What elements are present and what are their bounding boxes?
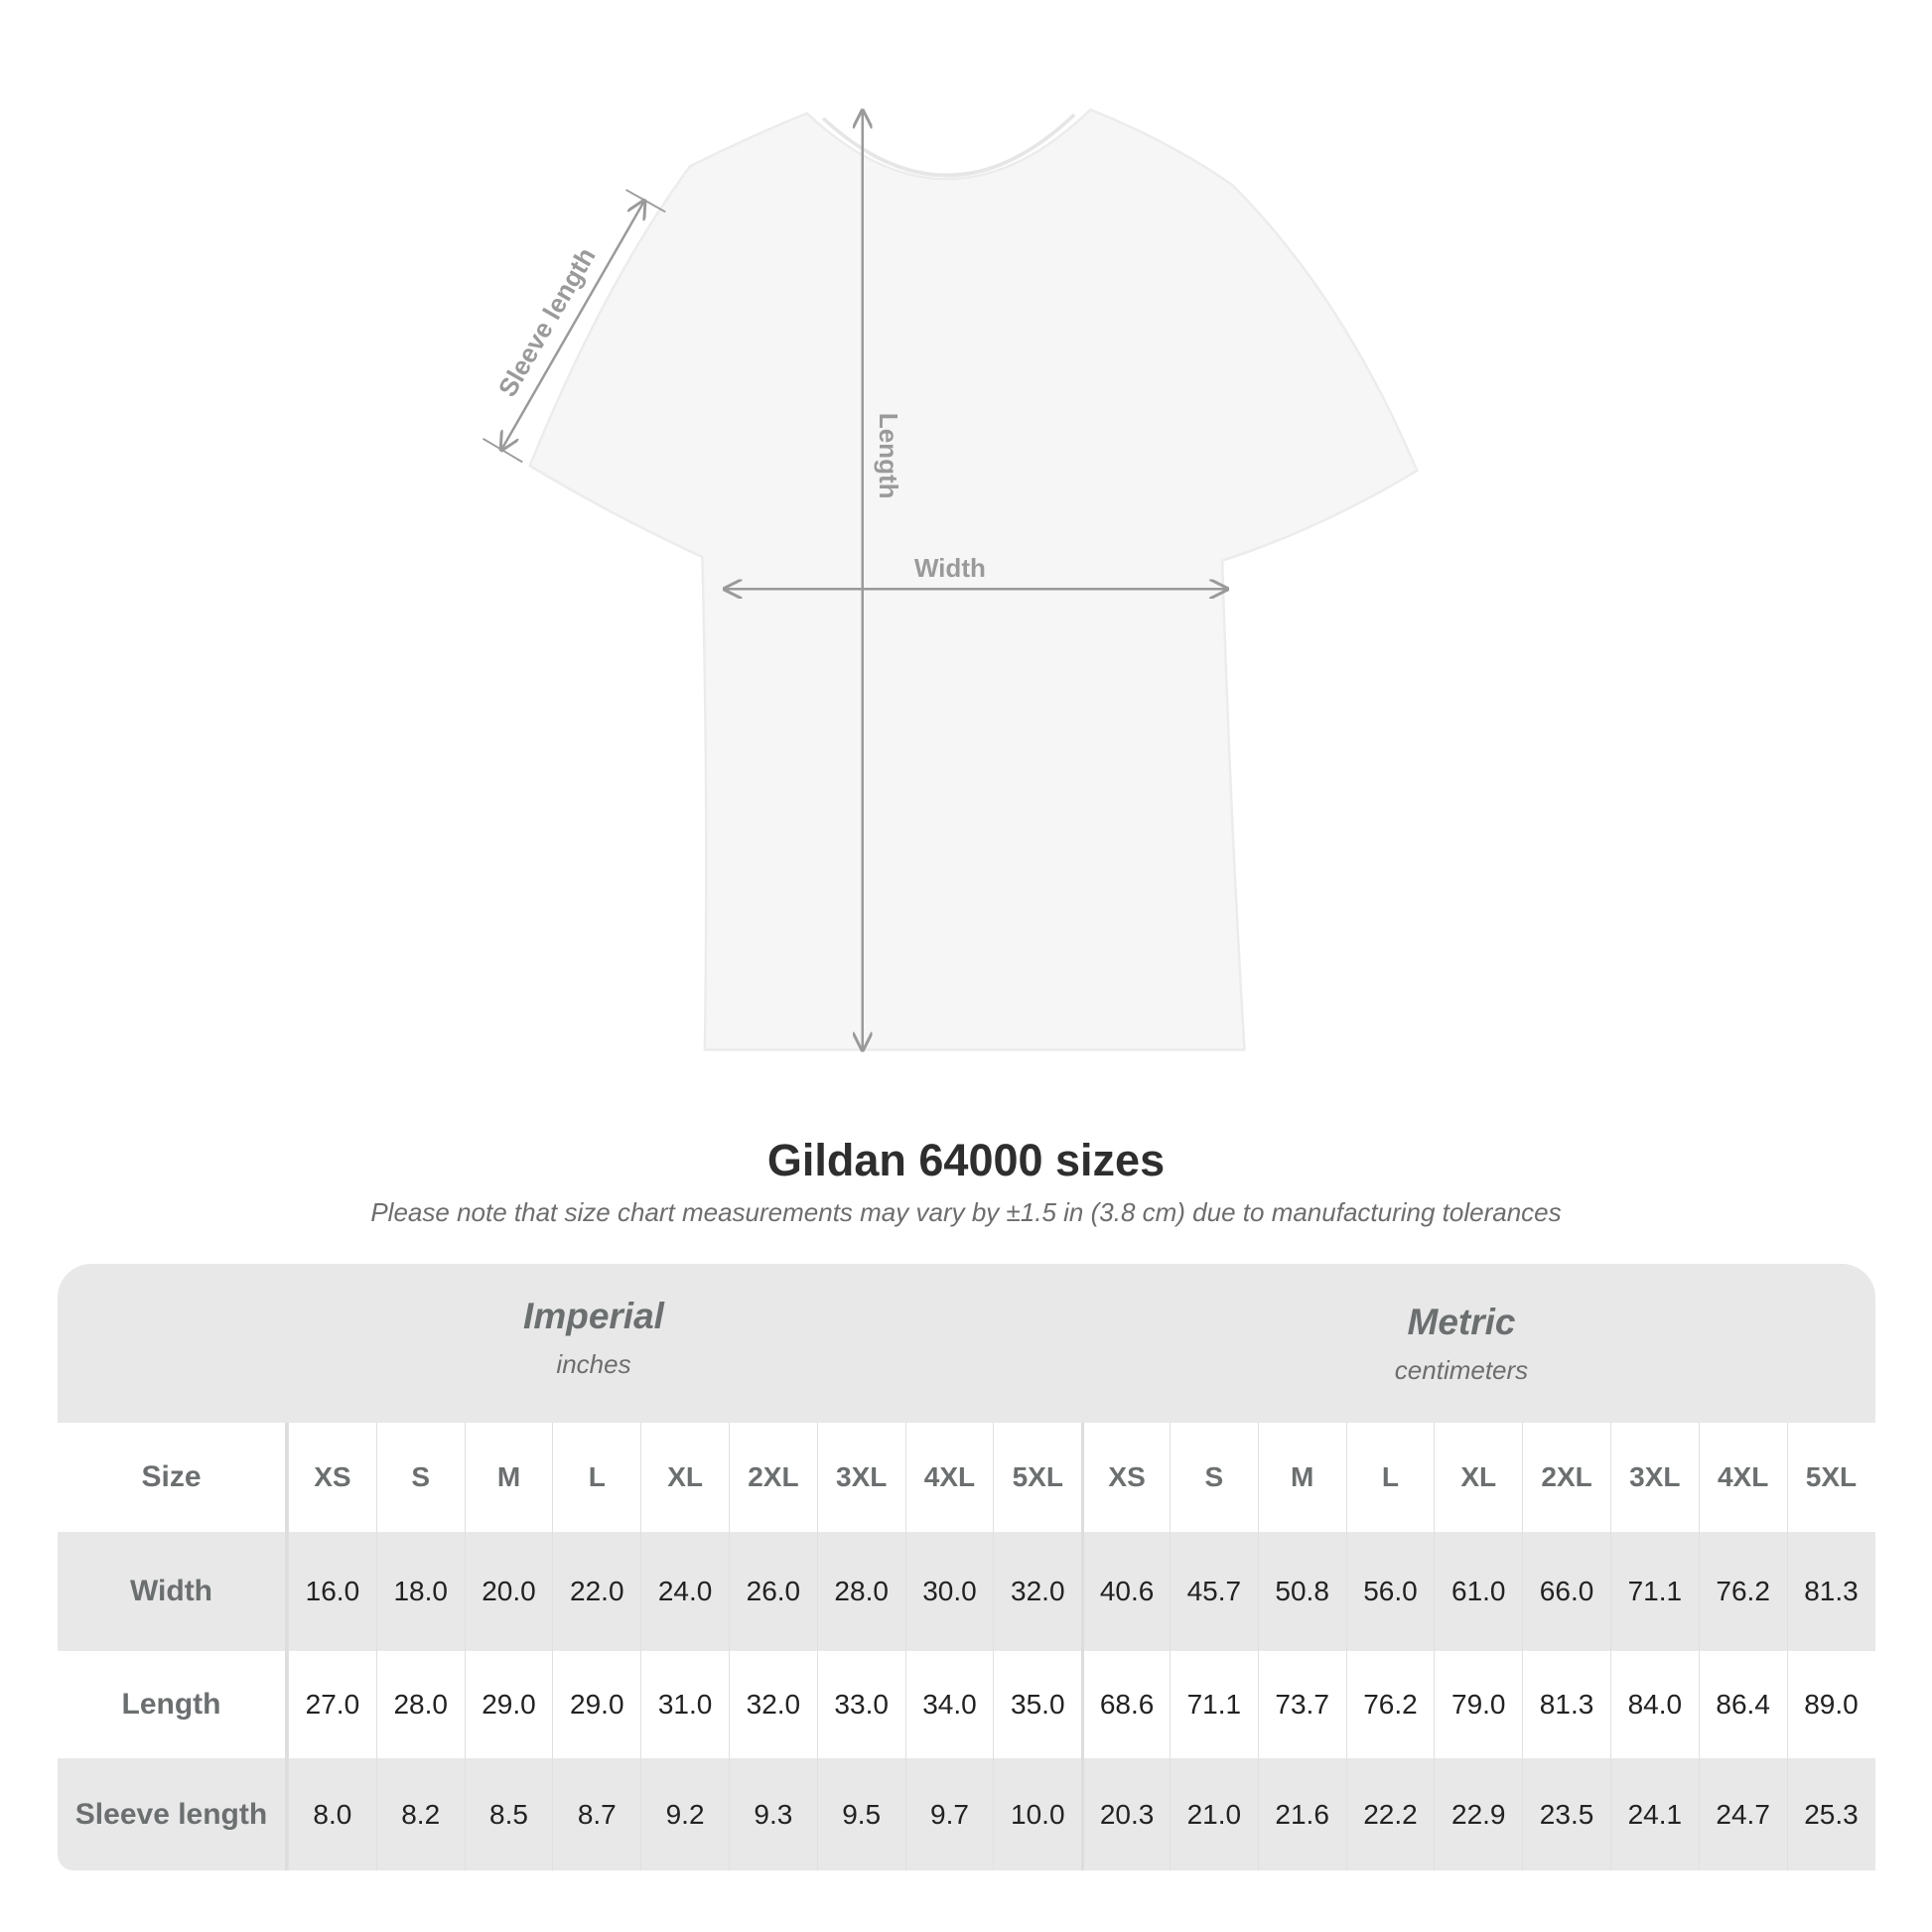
table-row: Sleeve length 8.0 8.2 8.5 8.7 9.2 9.3 9.5 9.7 10.… xyxy=(58,1758,1875,1870)
metric-value-cell: 81.3 xyxy=(1786,1532,1875,1651)
metric-value-cell: 24.1 xyxy=(1609,1758,1699,1870)
sleeve-arrow xyxy=(501,201,644,450)
imperial-size-header: M xyxy=(464,1423,553,1532)
metric-value-cell: 84.0 xyxy=(1609,1651,1699,1758)
tolerance-note: Please note that size chart measurements… xyxy=(370,1197,1562,1227)
imperial-value-cell: 28.0 xyxy=(816,1532,905,1651)
imperial-size-header: L xyxy=(552,1423,640,1532)
imperial-value-cell: 10.0 xyxy=(993,1758,1081,1870)
metric-value-cell: 81.3 xyxy=(1522,1651,1610,1758)
metric-value-cell: 22.2 xyxy=(1345,1758,1435,1870)
row-label: Width xyxy=(58,1532,288,1651)
metric-value-cell: 22.9 xyxy=(1434,1758,1522,1870)
metric-value-cell: 20.3 xyxy=(1081,1758,1170,1870)
imperial-value-cell: 33.0 xyxy=(816,1651,905,1758)
row-label: Sleeve length xyxy=(58,1758,288,1870)
table-row: Length 27.0 28.0 29.0 29.0 31.0 32.0 33.0 34.0 35… xyxy=(58,1651,1875,1758)
imperial-value-cell: 34.0 xyxy=(904,1651,994,1758)
imperial-value-cell: 16.0 xyxy=(288,1532,376,1651)
metric-unit: centimeters xyxy=(1394,1355,1529,1385)
imperial-value-cell: 31.0 xyxy=(640,1651,729,1758)
metric-size-header: S xyxy=(1169,1423,1258,1532)
row-label: Length xyxy=(58,1651,288,1758)
metric-value-cell: 68.6 xyxy=(1081,1651,1170,1758)
imperial-value-cell: 9.2 xyxy=(640,1758,729,1870)
metric-value-cell: 61.0 xyxy=(1434,1532,1522,1651)
imperial-size-header: 2XL xyxy=(728,1423,817,1532)
metric-value-cell: 50.8 xyxy=(1257,1532,1346,1651)
width-label: Width xyxy=(914,553,986,583)
imperial-value-cell: 29.0 xyxy=(552,1651,640,1758)
metric-size-header: 3XL xyxy=(1609,1423,1699,1532)
metric-size-header: M xyxy=(1257,1423,1346,1532)
imperial-value-cell: 20.0 xyxy=(464,1532,553,1651)
table-row: Width 16.0 18.0 20.0 22.0 24.0 26.0 28.0 30.0 32.… xyxy=(58,1532,1875,1651)
metric-value-cell: 71.1 xyxy=(1609,1532,1699,1651)
imperial-size-header: 4XL xyxy=(904,1423,994,1532)
imperial-value-cell: 35.0 xyxy=(993,1651,1081,1758)
imperial-value-cell: 8.5 xyxy=(464,1758,553,1870)
metric-value-cell: 71.1 xyxy=(1169,1651,1258,1758)
metric-value-cell: 24.7 xyxy=(1698,1758,1787,1870)
imperial-size-header: XL xyxy=(640,1423,729,1532)
metric-value-cell: 21.0 xyxy=(1169,1758,1258,1870)
imperial-value-cell: 18.0 xyxy=(375,1532,465,1651)
imperial-value-cell: 24.0 xyxy=(640,1532,729,1651)
imperial-size-header: XS xyxy=(288,1423,376,1532)
metric-value-cell: 79.0 xyxy=(1434,1651,1522,1758)
imperial-value-cell: 8.7 xyxy=(552,1758,640,1870)
metric-value-cell: 45.7 xyxy=(1169,1532,1258,1651)
imperial-value-cell: 9.3 xyxy=(728,1758,817,1870)
imperial-size-header: S xyxy=(375,1423,465,1532)
imperial-value-cell: 8.2 xyxy=(375,1758,465,1870)
metric-value-cell: 23.5 xyxy=(1522,1758,1610,1870)
size-header-row: Size XS S M L XL 2XL 3XL 4XL 5XL XS S M L XL 2XL 3XL 4XL 5… xyxy=(58,1423,1875,1532)
imperial-value-cell: 26.0 xyxy=(728,1532,817,1651)
size-label: Size xyxy=(58,1423,288,1532)
metric-value-cell: 89.0 xyxy=(1786,1651,1875,1758)
metric-group-header: Metric centimeters xyxy=(1064,1302,1859,1386)
imperial-unit: inches xyxy=(556,1349,631,1379)
metric-value-cell: 21.6 xyxy=(1257,1758,1346,1870)
imperial-value-cell: 32.0 xyxy=(993,1532,1081,1651)
imperial-size-header: 5XL xyxy=(993,1423,1081,1532)
imperial-value-cell: 9.5 xyxy=(816,1758,905,1870)
metric-value-cell: 66.0 xyxy=(1522,1532,1610,1651)
unit-header-band xyxy=(58,1264,1875,1423)
imperial-value-cell: 30.0 xyxy=(904,1532,994,1651)
metric-value-cell: 73.7 xyxy=(1257,1651,1346,1758)
metric-size-header: 2XL xyxy=(1522,1423,1610,1532)
metric-size-header: XS xyxy=(1081,1423,1170,1532)
imperial-value-cell: 32.0 xyxy=(728,1651,817,1758)
imperial-value-cell: 9.7 xyxy=(904,1758,994,1870)
metric-value-cell: 40.6 xyxy=(1081,1532,1170,1651)
imperial-value-cell: 27.0 xyxy=(288,1651,376,1758)
metric-size-header: 5XL xyxy=(1786,1423,1875,1532)
metric-size-header: 4XL xyxy=(1698,1423,1787,1532)
imperial-title: Imperial xyxy=(523,1296,664,1336)
metric-value-cell: 86.4 xyxy=(1698,1651,1787,1758)
size-table: Imperial inches Metric centimeters Size X… xyxy=(58,1264,1875,1870)
metric-value-cell: 76.2 xyxy=(1698,1532,1787,1651)
imperial-value-cell: 22.0 xyxy=(552,1532,640,1651)
imperial-group-header: Imperial inches xyxy=(197,1296,991,1380)
page-title: Gildan 64000 sizes xyxy=(766,1135,1166,1185)
imperial-value-cell: 28.0 xyxy=(375,1651,465,1758)
metric-value-cell: 25.3 xyxy=(1786,1758,1875,1870)
length-label: Length xyxy=(874,413,903,499)
metric-title: Metric xyxy=(1407,1302,1516,1342)
metric-size-header: L xyxy=(1345,1423,1435,1532)
imperial-value-cell: 29.0 xyxy=(464,1651,553,1758)
metric-size-header: XL xyxy=(1434,1423,1522,1532)
imperial-value-cell: 8.0 xyxy=(288,1758,376,1870)
metric-value-cell: 76.2 xyxy=(1345,1651,1435,1758)
metric-value-cell: 56.0 xyxy=(1345,1532,1435,1651)
imperial-size-header: 3XL xyxy=(816,1423,905,1532)
